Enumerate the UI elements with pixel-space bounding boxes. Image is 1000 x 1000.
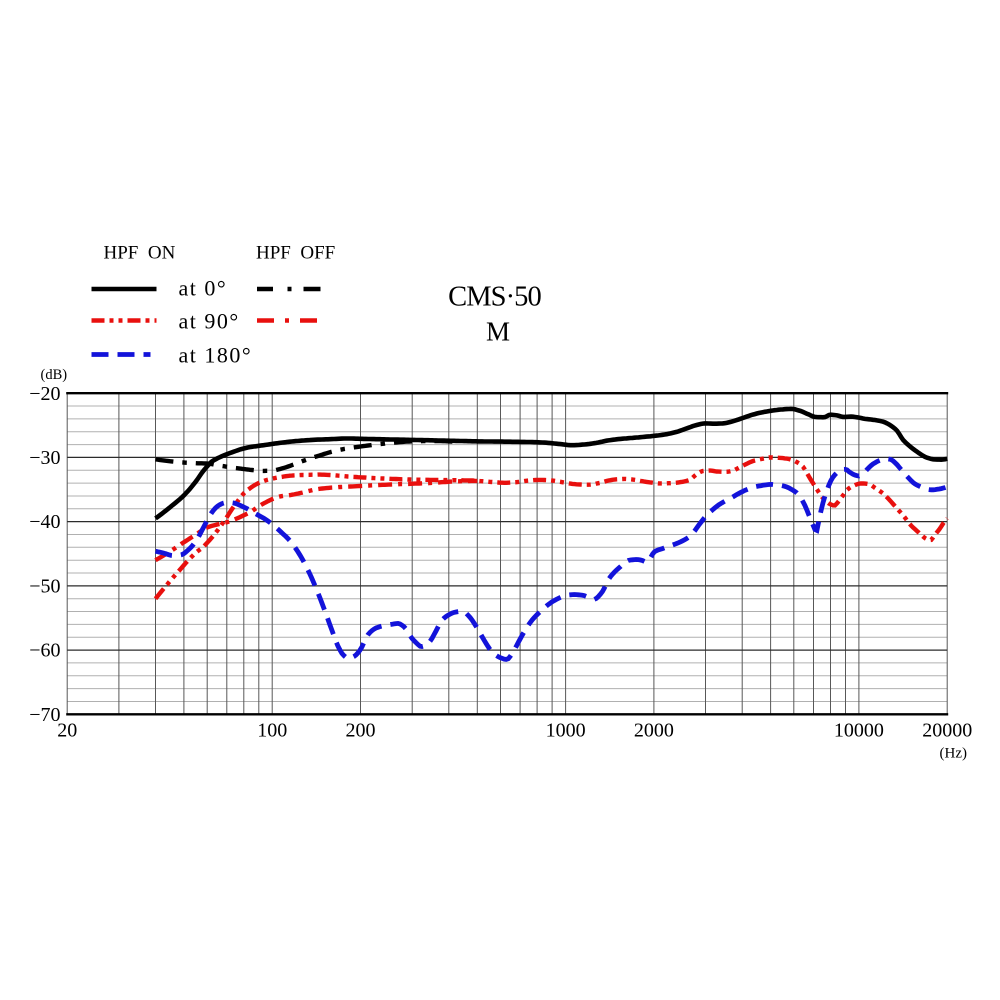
- svg-text:20: 20: [57, 719, 77, 741]
- svg-text:CMS·50: CMS·50: [448, 281, 541, 312]
- svg-text:100: 100: [257, 719, 287, 741]
- svg-text:at 180°: at 180°: [179, 342, 253, 367]
- svg-text:−70: −70: [29, 704, 60, 726]
- svg-text:200: 200: [346, 719, 376, 741]
- svg-text:2000: 2000: [634, 719, 674, 741]
- svg-text:−50: −50: [29, 576, 60, 598]
- svg-text:1000: 1000: [546, 719, 586, 741]
- svg-text:−20: −20: [29, 383, 60, 405]
- svg-text:−40: −40: [29, 511, 60, 533]
- svg-text:20000: 20000: [922, 719, 972, 741]
- svg-text:−60: −60: [29, 640, 60, 662]
- svg-text:HPF ON: HPF ON: [104, 243, 176, 264]
- svg-text:10000: 10000: [834, 719, 884, 741]
- svg-text:M: M: [486, 317, 510, 347]
- svg-text:−30: −30: [29, 447, 60, 469]
- svg-text:(Hz): (Hz): [940, 746, 967, 762]
- svg-text:(dB): (dB): [41, 367, 68, 383]
- svg-text:at 90°: at 90°: [179, 308, 240, 333]
- svg-text:at 0°: at 0°: [179, 275, 228, 300]
- svg-text:HPF OFF: HPF OFF: [256, 243, 335, 264]
